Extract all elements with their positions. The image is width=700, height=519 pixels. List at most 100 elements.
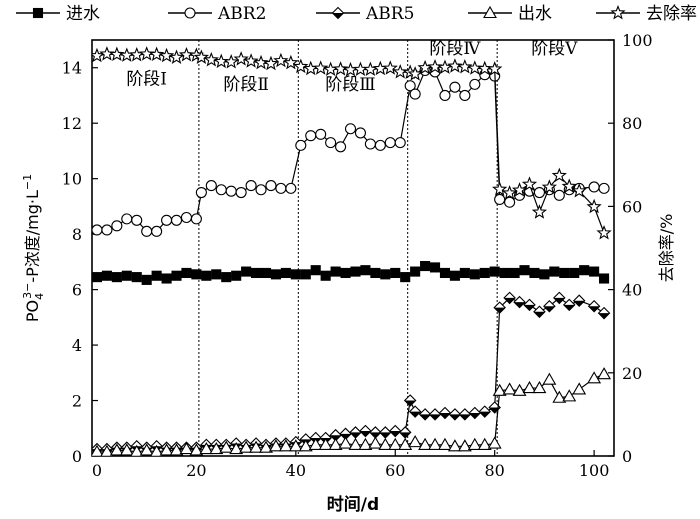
data-point — [101, 224, 113, 236]
y-label-rest-sup: −1 — [21, 174, 34, 190]
legend-label: 去除率 — [646, 4, 697, 24]
data-point — [459, 267, 470, 279]
legend-marker — [184, 7, 196, 19]
data-point — [320, 270, 331, 281]
legend-marker — [32, 7, 44, 19]
data-point — [459, 89, 471, 102]
y-label-sub: 4 — [33, 293, 46, 300]
data-point — [398, 426, 412, 439]
x-tick-label: 40 — [286, 461, 306, 480]
y-tick-label: 0 — [72, 447, 82, 466]
x-tick-label: 100 — [579, 461, 610, 480]
data-point — [158, 47, 175, 63]
data-point — [571, 182, 587, 198]
data-point — [587, 299, 601, 313]
data-point — [243, 53, 259, 68]
data-point — [245, 180, 257, 192]
data-point — [263, 55, 279, 71]
data-point — [553, 291, 566, 305]
data-point — [151, 270, 162, 281]
data-point — [332, 61, 349, 76]
legend-label: 出水 — [518, 4, 552, 24]
data-point — [111, 220, 123, 232]
data-point — [241, 266, 252, 277]
data-point — [477, 437, 492, 450]
data-point — [335, 141, 347, 153]
data-point — [92, 224, 103, 236]
data-point — [308, 437, 323, 450]
data-point — [121, 270, 132, 281]
legend-label: ABR2 — [217, 4, 266, 24]
series-star — [92, 46, 612, 240]
data-point — [259, 440, 273, 453]
stage-label: 阶段Ⅰ — [126, 69, 167, 89]
data-point — [283, 54, 299, 70]
data-point — [92, 47, 105, 63]
data-point — [597, 306, 611, 320]
data-point — [180, 211, 193, 224]
data-point — [130, 444, 144, 456]
data-point — [521, 176, 538, 191]
y-tick-label: 10 — [62, 170, 82, 189]
axes: 0 20 40 60 80 100 0 2 4 6 8 10 12 14 0 20 40 60 80 100 — [62, 31, 653, 480]
legend-marker — [483, 5, 497, 19]
data-point — [285, 182, 297, 194]
data-point — [150, 444, 164, 456]
data-point — [478, 405, 492, 418]
data-point — [313, 60, 329, 75]
data-point — [209, 441, 224, 455]
data-point — [533, 186, 545, 199]
data-point — [131, 272, 142, 283]
data-point — [191, 269, 202, 280]
data-point — [596, 224, 612, 240]
y-tick-label: 8 — [72, 225, 82, 244]
data-point — [270, 269, 281, 280]
data-point — [350, 266, 361, 277]
data-point — [408, 405, 422, 418]
data-point — [509, 267, 520, 279]
data-point — [233, 51, 249, 66]
data-point — [418, 408, 432, 421]
data-point — [598, 182, 610, 194]
data-point — [380, 269, 391, 280]
x-tick-label: 0 — [92, 461, 102, 480]
data-point — [467, 437, 482, 450]
y-label-rest: -P浓度/mg·L — [23, 190, 42, 283]
data-point — [559, 267, 570, 279]
data-point — [223, 54, 239, 69]
data-point — [293, 58, 309, 74]
data-point — [225, 185, 237, 197]
data-point — [141, 225, 153, 237]
data-point — [109, 443, 124, 456]
data-point — [503, 291, 516, 305]
data-point — [522, 380, 537, 394]
data-point — [338, 436, 353, 449]
data-point — [111, 272, 122, 283]
y-tick-label: 4 — [72, 336, 82, 355]
data-point — [121, 213, 133, 225]
stage-dividers — [198, 40, 498, 456]
data-point — [587, 371, 602, 384]
legend-item: 进水 — [16, 4, 100, 24]
data-point — [388, 437, 403, 450]
data-point — [378, 437, 393, 450]
stage-label: 阶段Ⅲ — [325, 75, 375, 95]
y2-axis-label: 去除率/% — [657, 214, 676, 283]
data-point — [370, 267, 381, 279]
x-tick-label: 80 — [485, 461, 505, 480]
data-point — [295, 139, 307, 151]
data-point — [231, 270, 242, 281]
data-point — [193, 49, 209, 64]
data-point — [504, 196, 516, 208]
data-point — [599, 273, 610, 284]
data-point — [342, 61, 359, 77]
data-point — [328, 437, 343, 450]
y2-tick-label: 80 — [622, 114, 642, 133]
legend-label: 进水 — [66, 4, 100, 24]
data-point — [407, 66, 423, 81]
data-point — [428, 437, 442, 450]
data-point — [169, 443, 184, 456]
series-line — [96, 373, 605, 453]
data-point — [539, 269, 550, 280]
data-point — [469, 269, 480, 280]
